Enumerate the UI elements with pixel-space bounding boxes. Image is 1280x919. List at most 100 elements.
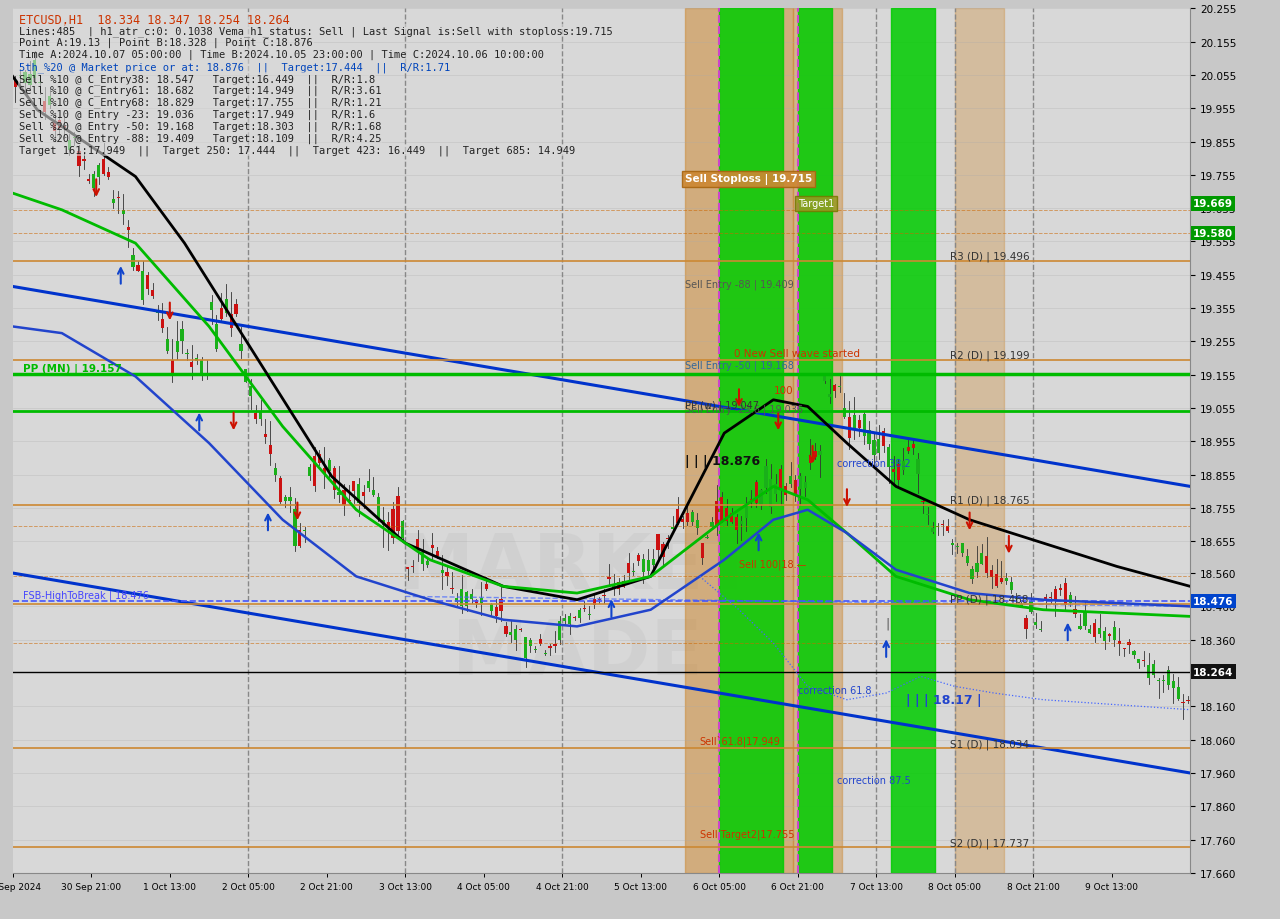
Text: MARKET
MADE: MARKET MADE [398,530,755,690]
Bar [1005,578,1007,582]
Bar [1024,618,1028,630]
Bar [68,141,70,151]
Bar [617,582,621,589]
Text: Target 161:17.949  ||  Target 250: 17.444  ||  Target 423: 16.449  ||  Target 68: Target 161:17.949 || Target 250: 17.444 … [19,145,576,155]
Bar [1133,652,1135,655]
Bar [892,469,895,473]
Bar [524,638,527,659]
Bar [372,490,375,495]
Text: Sell Stoploss | 19.715: Sell Stoploss | 19.715 [685,175,813,186]
Bar [858,420,860,429]
Text: R1 (D) | 18.765: R1 (D) | 18.765 [950,494,1029,505]
Bar [598,599,600,600]
Bar [244,369,247,382]
Bar [902,462,905,471]
Bar [710,523,713,528]
Bar [797,9,832,873]
Bar [774,484,777,495]
Bar [14,81,17,87]
Bar [381,520,385,526]
Bar [293,509,297,547]
Bar [970,570,974,580]
Bar [785,486,787,495]
Bar [1181,702,1184,704]
Bar [681,519,684,523]
Bar [563,618,566,621]
Bar [1020,605,1023,607]
Bar [612,584,616,588]
Bar [49,96,51,106]
Bar [794,480,797,495]
Text: 18.476: 18.476 [1193,596,1234,607]
Bar [225,300,228,314]
Bar [641,560,645,573]
Bar [588,614,591,615]
Bar [719,9,783,873]
Bar [922,502,924,503]
Bar [1128,642,1130,645]
Bar [435,551,439,556]
Bar [234,304,238,314]
Bar [549,646,552,648]
Text: Sell 100|18.—: Sell 100|18.— [739,559,806,569]
Text: PP (w) | 19.047: PP (w) | 19.047 [685,400,759,411]
Bar [141,272,145,301]
Bar [137,266,140,271]
Bar [259,411,262,420]
Bar [1103,631,1106,641]
Bar [823,375,827,382]
Bar [1044,597,1047,601]
Bar [844,408,846,418]
Bar [750,500,753,501]
Bar [686,513,689,523]
Text: Target1: Target1 [797,199,835,210]
Text: | | | 18.17 |: | | | 18.17 | [906,693,982,707]
Bar [376,498,380,519]
Bar [794,9,842,873]
Bar [298,530,301,547]
Bar [608,577,611,580]
Bar [916,460,919,475]
Text: Sell Entry -23.6 | 19.036: Sell Entry -23.6 | 19.036 [685,403,803,414]
Bar [986,556,988,573]
Bar [568,617,571,624]
Bar [1123,648,1125,649]
Bar [284,497,287,502]
Bar [956,546,959,547]
Bar [764,467,768,488]
Bar [1053,590,1057,601]
Bar [470,595,474,599]
Text: correction 87.5: correction 87.5 [837,776,911,785]
Bar [421,552,424,564]
Text: Sell %10 @ Entry -23: 19.036   Target:17.949  ||  R/R:1.6: Sell %10 @ Entry -23: 19.036 Target:17.9… [19,109,375,119]
Bar [828,395,831,397]
Bar [529,641,532,646]
Bar [1074,610,1076,615]
Bar [671,527,675,529]
Bar [941,525,945,526]
Bar [646,561,650,571]
Text: PP (MN) | 19.157: PP (MN) | 19.157 [23,363,122,374]
Bar [946,527,948,531]
Bar [92,176,95,188]
Bar [87,180,91,182]
Bar [357,484,360,504]
Bar [975,563,978,573]
Bar [288,498,292,502]
Bar [657,535,659,550]
Bar [818,451,822,456]
Bar [716,502,718,527]
Text: | | | 18.876: | | | 18.876 [685,455,760,468]
Bar [490,605,493,611]
Text: S1 (D) | 18.034: S1 (D) | 18.034 [950,738,1029,749]
Text: Sell`61.8|17.949: Sell`61.8|17.949 [700,734,781,745]
Text: 100: 100 [773,386,792,396]
Bar [78,152,81,166]
Bar [955,9,1004,873]
Bar [897,464,900,481]
Bar [1034,622,1037,626]
Bar [343,491,346,505]
Bar [863,414,865,437]
Bar [1171,681,1175,688]
Bar [274,469,276,476]
